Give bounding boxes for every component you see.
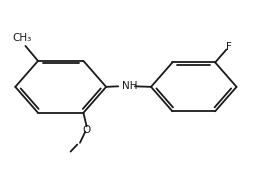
Text: O: O (83, 125, 91, 135)
Text: F: F (226, 42, 231, 52)
Text: CH₃: CH₃ (12, 33, 32, 43)
Text: NH: NH (122, 81, 138, 91)
